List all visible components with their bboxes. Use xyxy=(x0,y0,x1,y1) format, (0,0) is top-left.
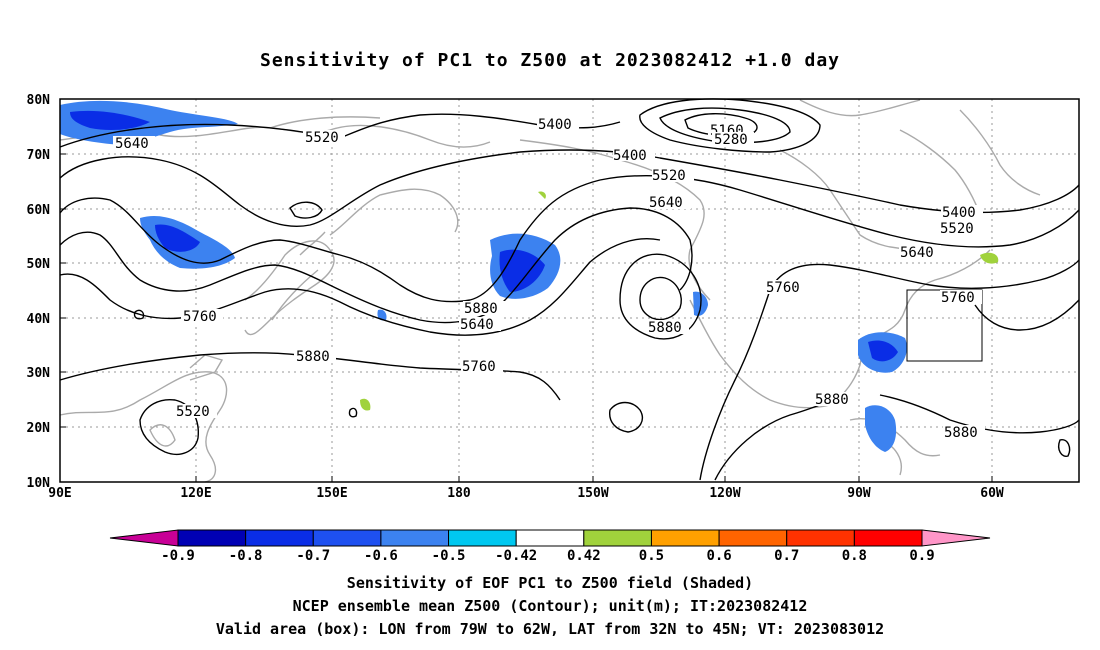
contour-label-5640-trough: 5880 xyxy=(464,301,498,317)
lat-label-10n: 10N xyxy=(27,476,51,491)
lat-label-60n: 60N xyxy=(27,203,51,218)
lon-label-180: 180 xyxy=(447,486,471,501)
colorbar-segment xyxy=(312,529,382,547)
tick-marks xyxy=(60,98,993,483)
contour-label-5880-trough: 5760 xyxy=(462,359,496,375)
colorbar-segment xyxy=(786,529,855,547)
colorbar-label: 0.8 xyxy=(842,548,867,564)
latitude-labels: 80N 70N 60N 50N 40N 30N 20N 10N xyxy=(27,93,51,491)
contour-label-5880-southwest: 5520 xyxy=(176,404,210,420)
lon-label-150e: 150E xyxy=(316,486,347,501)
contour-label-5520-east: 5520 xyxy=(940,221,974,237)
colorbar-segment xyxy=(650,529,720,547)
lon-label-60w: 60W xyxy=(980,486,1004,501)
contour-label-5280: 5280 xyxy=(714,132,748,148)
colorbar-label: -0.5 xyxy=(432,548,466,564)
caption-shading: Sensitivity of EOF PC1 to Z500 field (Sh… xyxy=(346,574,754,592)
lon-label-90e: 90E xyxy=(48,486,71,501)
colorbar-label: -0.42 xyxy=(495,548,537,564)
contour-label-5880-west: 5880 xyxy=(296,349,330,365)
contour-label-5760-east: 5760 xyxy=(941,290,975,306)
colorbar-label: 0.6 xyxy=(706,548,731,564)
lat-label-50n: 50N xyxy=(27,257,51,272)
lon-label-120e: 120E xyxy=(180,486,211,501)
lon-label-120w: 120W xyxy=(709,486,740,501)
colorbar-segment xyxy=(448,529,517,547)
longitude-labels: 90E 120E 150E 180 150W 120W 90W 60W xyxy=(48,486,1004,501)
contour-label-5880-southeast: 5880 xyxy=(815,392,849,408)
colorbar-label: 0.5 xyxy=(639,548,664,564)
lat-label-80n: 80N xyxy=(27,93,51,108)
contour-label-5880-far-east: 5880 xyxy=(944,425,978,441)
lat-label-40n: 40N xyxy=(27,312,51,327)
colorbar-segment xyxy=(583,529,652,547)
contour-label-5520-central: 5400 xyxy=(613,148,647,164)
contour-labels: 5160 5280 5400 5520 5640 5760 5880 5400 … xyxy=(113,117,985,441)
contour-label-5400-east: 5400 xyxy=(942,205,976,221)
contour-label-5640-east: 5640 xyxy=(900,245,934,261)
map-frame xyxy=(59,98,1080,483)
colorbar-label: -0.8 xyxy=(229,548,263,564)
colorbar-segment xyxy=(177,529,247,547)
caption-contour: NCEP ensemble mean Z500 (Contour); unit(… xyxy=(292,597,808,615)
lon-label-150w: 150W xyxy=(577,486,608,501)
colorbar-label: 0.42 xyxy=(567,548,601,564)
colorbar-labels: -0.9 -0.8 -0.7 -0.6 -0.5 -0.42 0.42 0.5 0.6 0.7 0.… xyxy=(161,548,935,564)
colorbar-label: -0.6 xyxy=(364,548,398,564)
colorbar xyxy=(109,529,991,547)
colorbar-segment xyxy=(515,529,585,547)
colorbar-extend-low xyxy=(109,529,179,547)
plot-title: Sensitivity of PC1 to Z500 at 2023082412… xyxy=(259,50,840,71)
contour-label-5760-trough: 5640 xyxy=(460,317,494,333)
colorbar-label: 0.7 xyxy=(774,548,799,564)
contour-label-5880-central: 5760 xyxy=(766,280,800,296)
colorbar-segment xyxy=(380,529,450,547)
contour-label-5400-north: 5400 xyxy=(538,117,572,133)
contour-label-5760-low: 5880 xyxy=(648,320,682,336)
contour-label-5760-west: 5760 xyxy=(183,309,217,325)
colorbar-segment xyxy=(245,529,314,547)
lat-label-70n: 70N xyxy=(27,148,51,163)
colorbar-extend-high xyxy=(921,529,991,547)
sensitivity-shading xyxy=(60,100,999,452)
colorbar-segment xyxy=(718,529,788,547)
contour-label-5640-central: 5520 xyxy=(652,168,686,184)
caption-valid-area: Valid area (box): LON from 79W to 62W, L… xyxy=(215,620,885,638)
colorbar-label: -0.9 xyxy=(161,548,195,564)
contour-label-5760-central: 5640 xyxy=(649,195,683,211)
colorbar-label: -0.7 xyxy=(296,548,330,564)
contour-label-5640-west: 5640 xyxy=(115,136,149,152)
lon-label-90w: 90W xyxy=(847,486,871,501)
lat-label-20n: 20N xyxy=(27,421,51,436)
colorbar-label: 0.9 xyxy=(909,548,934,564)
lat-label-30n: 30N xyxy=(27,366,51,381)
colorbar-segment xyxy=(853,529,923,547)
contour-label-5520-west: 5520 xyxy=(305,130,339,146)
